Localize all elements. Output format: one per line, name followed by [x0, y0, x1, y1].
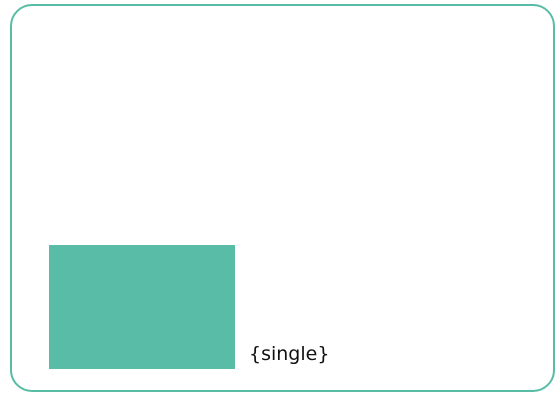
- color-swatch: [49, 245, 235, 369]
- swatch-label: {single}: [249, 343, 330, 365]
